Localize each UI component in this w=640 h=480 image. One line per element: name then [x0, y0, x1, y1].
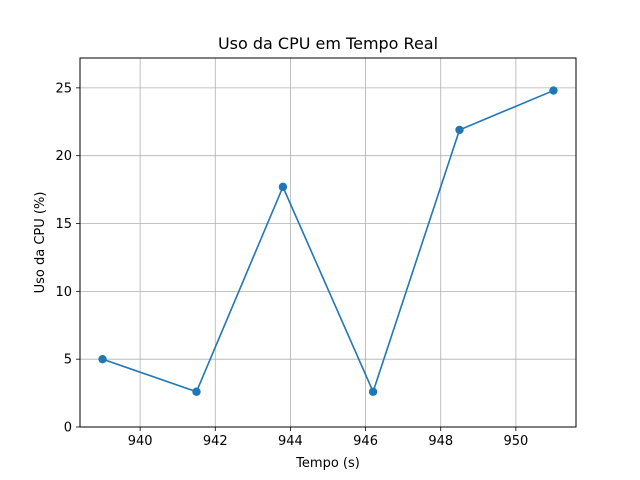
x-tick-label: 944 — [278, 434, 303, 449]
data-point — [278, 182, 288, 192]
x-axis-ticks: 940 942 944 946 948 950 — [128, 427, 528, 449]
data-point — [98, 354, 107, 364]
plot-frame — [79, 57, 577, 428]
x-axis-label: Tempo (s) — [295, 456, 360, 471]
data-series — [98, 86, 558, 396]
data-point — [455, 125, 464, 135]
x-tick-label: 942 — [203, 434, 228, 449]
x-tick-label: 948 — [428, 434, 453, 449]
data-point — [368, 387, 378, 396]
data-point — [192, 387, 201, 396]
y-axis-ticks: 0 5 10 15 20 25 — [55, 81, 80, 436]
x-tick-label: 946 — [353, 434, 378, 449]
y-tick-label: 20 — [55, 149, 72, 164]
y-tick-label: 0 — [64, 421, 72, 436]
x-tick-label: 950 — [503, 434, 528, 449]
chart-title: Uso da CPU em Tempo Real — [218, 34, 438, 53]
y-tick-label: 25 — [55, 81, 72, 96]
data-point — [549, 86, 558, 95]
y-tick-label: 10 — [55, 285, 72, 300]
y-axis-label: Uso da CPU (%) — [33, 192, 48, 294]
x-tick-label: 940 — [128, 434, 153, 449]
series-line — [102, 89, 554, 393]
y-tick-label: 15 — [55, 217, 72, 232]
y-tick-label: 5 — [64, 353, 72, 368]
